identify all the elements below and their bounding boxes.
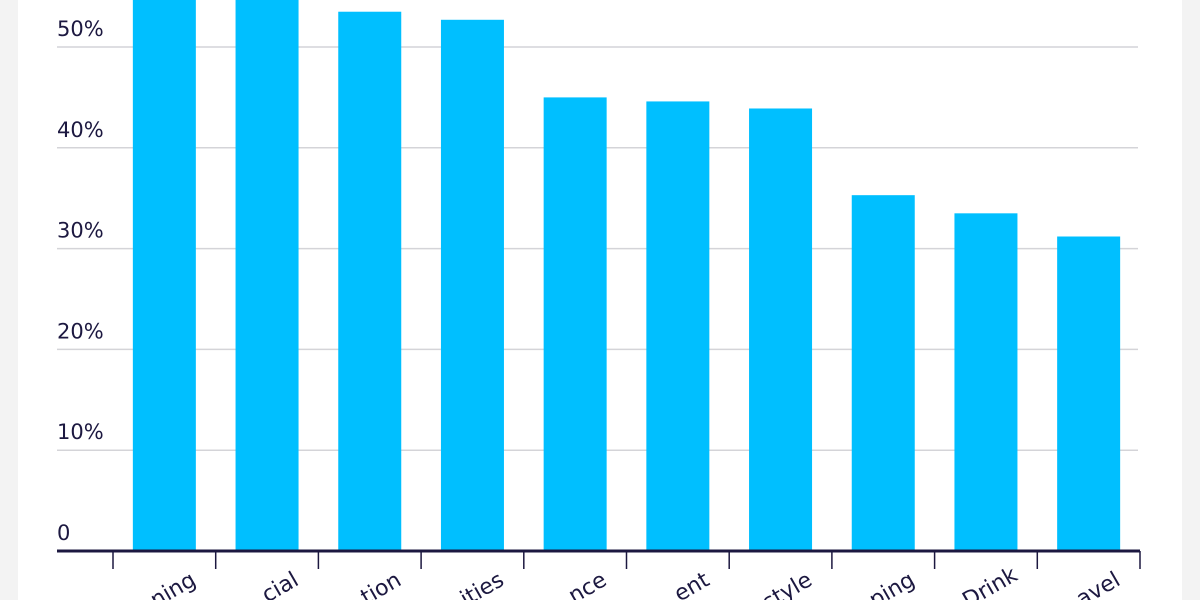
x-tick-label: ities	[456, 568, 508, 600]
bar	[440, 19, 504, 552]
bar	[338, 11, 402, 552]
x-tick-label: cial	[258, 568, 303, 600]
bar	[543, 97, 607, 552]
bar	[851, 195, 915, 551]
x-tick-label: ning	[146, 568, 200, 600]
x-tick-label: tion	[357, 568, 406, 600]
bar	[1057, 236, 1121, 551]
y-tick-label: 30%	[57, 219, 104, 243]
y-tick-label: 0	[57, 521, 70, 545]
y-tick-label: 20%	[57, 319, 104, 343]
left-border	[0, 0, 18, 600]
x-tick-label: Drink	[959, 562, 1023, 600]
y-tick-label: 40%	[57, 118, 104, 142]
x-tick-label: nce	[564, 568, 611, 600]
y-tick-label: 10%	[57, 420, 104, 444]
bar	[749, 108, 813, 551]
bar	[954, 213, 1018, 551]
bar	[132, 0, 196, 551]
x-tick-label: style	[758, 568, 816, 600]
y-tick-label: 50%	[57, 17, 104, 41]
x-tick-label: ping	[865, 568, 919, 600]
bar	[646, 101, 710, 551]
x-tick-label: avel	[1072, 568, 1124, 600]
x-tick-label: ent	[670, 567, 714, 600]
bar	[235, 0, 299, 551]
right-border	[1182, 0, 1200, 600]
